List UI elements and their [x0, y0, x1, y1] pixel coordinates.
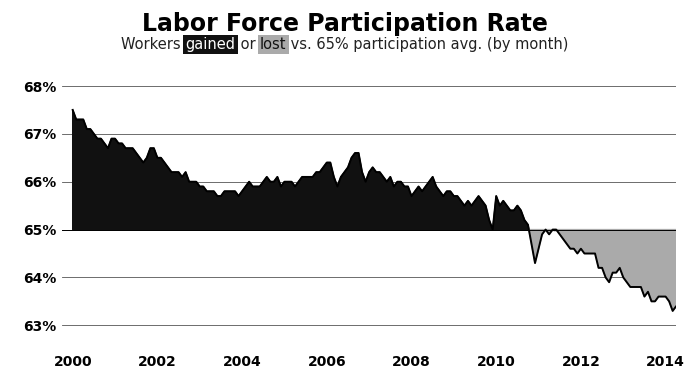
Text: vs. 65% participation avg. (by month): vs. 65% participation avg. (by month) [286, 37, 569, 52]
Text: Workers: Workers [121, 37, 186, 52]
Text: lost: lost [260, 37, 286, 52]
Text: or: or [235, 37, 260, 52]
Text: Labor Force Participation Rate: Labor Force Participation Rate [142, 12, 548, 36]
Text: gained: gained [186, 37, 235, 52]
